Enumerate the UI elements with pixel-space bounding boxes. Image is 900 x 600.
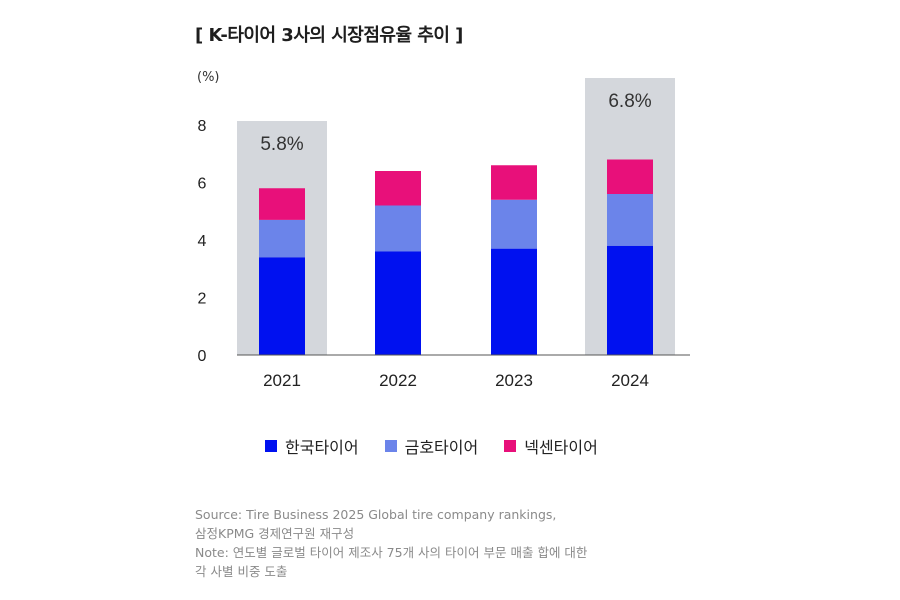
legend-swatch-nexen [504,440,517,452]
y-tick-6: 6 [198,176,207,193]
legend-item-kumho: 금호타이어 [384,434,479,458]
x-tick-2023: 2023 [495,371,533,390]
bars [259,159,653,355]
y-tick-4: 4 [198,233,207,250]
bar-2022-series-0 [375,251,421,355]
source-line-1: Source: Tire Business 2025 Global tire c… [195,507,557,522]
x-tick-2021: 2021 [263,371,301,390]
total-label-2024: 6.8% [608,91,651,112]
source-line-2: 삼정KPMG 경제연구원 재구성 [195,526,355,541]
source-notes: Source: Tire Business 2025 Global tire c… [195,505,587,581]
legend-item-nexen: 넥센타이어 [504,434,598,458]
x-tick-2022: 2022 [379,371,417,390]
bar-2024-series-0 [607,245,653,355]
bar-2023-series-1 [491,199,537,249]
legend-label-nexen: 넥센타이어 [524,438,598,457]
bar-2023-series-2 [491,165,537,200]
note-line-1: Note: 연도별 글로벌 타이어 제조사 75개 사의 타이어 부문 매출 합… [195,545,588,560]
legend-swatch-kumho [384,440,397,452]
bar-2023-series-0 [491,248,537,355]
bar-2022-series-1 [375,205,421,252]
bar-2024-series-2 [607,159,653,194]
legend: 한국타이어 금호타이어 넥센타이어 [265,434,598,458]
y-tick-2: 2 [198,291,207,308]
y-tick-0: 0 [198,348,207,365]
chart-title: [ K-타이어 3사의 시장점유율 추이 ] [195,25,463,46]
legend-item-hankook: 한국타이어 [265,434,359,458]
y-tick-8: 8 [198,118,207,135]
x-tick-2024: 2024 [611,371,649,390]
unit-label: (%) [197,70,220,85]
legend-swatch-hankook [265,440,277,452]
labels: 5.8% 6.8% 2021 2022 2023 2024 0 2 4 6 8 [198,91,652,390]
legend-label-hankook: 한국타이어 [285,438,359,457]
total-label-2021: 5.8% [260,134,303,155]
bar-2021-series-1 [259,219,305,258]
bar-2024-series-1 [607,194,653,246]
bar-2022-series-2 [375,171,421,206]
legend-label-kumho: 금호타이어 [404,438,479,457]
bar-2021-series-2 [259,188,305,220]
note-line-2: 각 사별 비중 도출 [195,564,288,579]
bar-2021-series-0 [259,257,305,355]
